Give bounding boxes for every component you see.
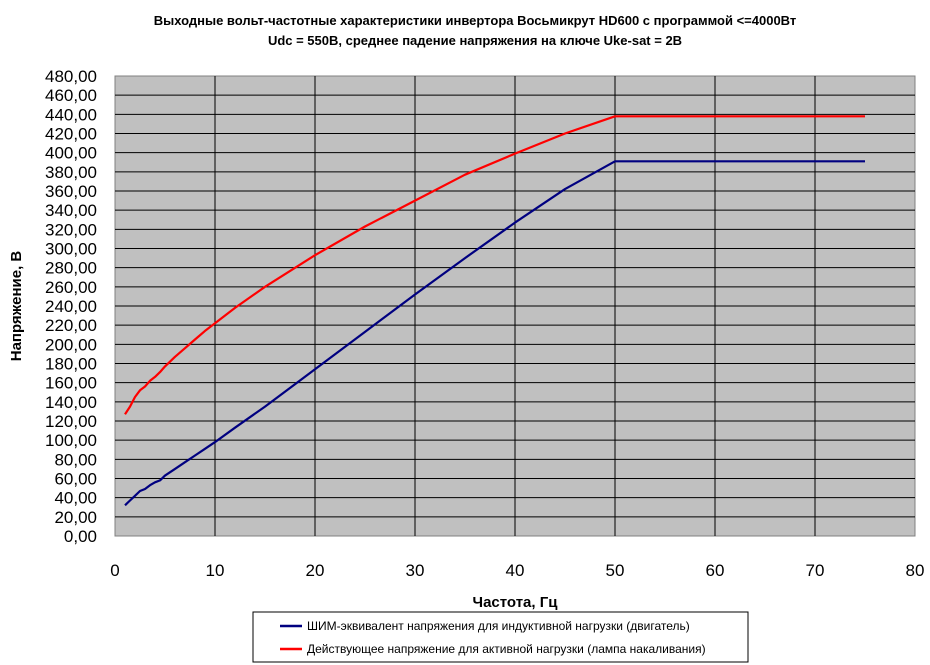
y-tick-label: 320,00 bbox=[45, 220, 97, 239]
y-tick-label: 240,00 bbox=[45, 297, 97, 316]
legend-box bbox=[252, 611, 749, 663]
y-tick-label: 480,00 bbox=[45, 67, 97, 86]
chart-title: Выходные вольт-частотные характеристики … bbox=[154, 13, 797, 28]
y-tick-label: 460,00 bbox=[45, 86, 97, 105]
y-tick-label: 80,00 bbox=[54, 450, 97, 469]
y-tick-label: 40,00 bbox=[54, 489, 97, 508]
series-line-lamp bbox=[124, 115, 865, 415]
y-tick-label: 380,00 bbox=[45, 163, 97, 182]
y-tick-label: 60,00 bbox=[54, 470, 97, 489]
x-axis-label: Частота, Гц bbox=[473, 594, 559, 611]
legend-label-motor: ШИМ-эквивалент напряжения для индуктивно… bbox=[307, 619, 690, 633]
y-tick-label: 0,00 bbox=[64, 527, 97, 546]
x-tick-label: 30 bbox=[406, 561, 425, 580]
series-lines bbox=[124, 115, 865, 507]
chart-subtitle: Udc = 550В, среднее падение напряжения н… bbox=[268, 33, 682, 48]
x-tick-labels: 0 10 20 30 40 50 60 70 80 bbox=[110, 561, 924, 580]
x-tick-label: 10 bbox=[206, 561, 225, 580]
y-tick-label: 200,00 bbox=[45, 335, 97, 354]
y-tick-label: 220,00 bbox=[45, 316, 97, 335]
x-tick-label: 20 bbox=[306, 561, 325, 580]
y-tick-label: 400,00 bbox=[45, 144, 97, 163]
y-tick-label: 120,00 bbox=[45, 412, 97, 431]
x-tick-label: 70 bbox=[806, 561, 825, 580]
x-tick-label: 50 bbox=[606, 561, 625, 580]
x-tick-label: 80 bbox=[906, 561, 925, 580]
x-tick-label: 60 bbox=[706, 561, 725, 580]
y-tick-label: 180,00 bbox=[45, 355, 97, 374]
y-tick-label: 280,00 bbox=[45, 259, 97, 278]
y-tick-label: 300,00 bbox=[45, 240, 97, 259]
y-axis-label: Напряжение, В bbox=[8, 251, 25, 362]
y-tick-label: 420,00 bbox=[45, 125, 97, 144]
y-tick-label: 360,00 bbox=[45, 182, 97, 201]
y-tick-label: 340,00 bbox=[45, 201, 97, 220]
y-tick-labels: 0,0020,0040,0060,0080,00100,00120,00140,… bbox=[45, 67, 97, 546]
y-tick-label: 100,00 bbox=[45, 431, 97, 450]
series-line-motor bbox=[124, 160, 865, 507]
legend-label-lamp: Действующее напряжение для активной нагр… bbox=[307, 642, 706, 656]
y-tick-label: 140,00 bbox=[45, 393, 97, 412]
y-tick-label: 440,00 bbox=[45, 105, 97, 124]
x-tick-label: 0 bbox=[110, 561, 119, 580]
y-tick-label: 260,00 bbox=[45, 278, 97, 297]
y-tick-label: 160,00 bbox=[45, 374, 97, 393]
x-tick-label: 40 bbox=[506, 561, 525, 580]
y-tick-label: 20,00 bbox=[54, 508, 97, 527]
legend: ШИМ-эквивалент напряжения для индуктивно… bbox=[252, 611, 749, 663]
